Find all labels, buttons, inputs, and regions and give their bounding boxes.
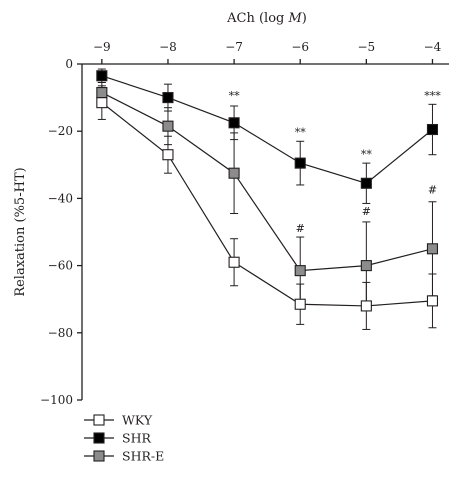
legend-wky-label: WKY [122, 413, 153, 428]
shr-marker [96, 70, 108, 82]
significance-annotations: *********### [229, 89, 442, 235]
shr-marker [426, 123, 439, 136]
series-markers [96, 70, 439, 312]
shr-e-marker [162, 120, 174, 132]
shr-marker [228, 117, 240, 129]
shr-e-marker [294, 265, 306, 277]
legend-shr-e-label: SHR-E [122, 449, 164, 464]
shr-e-marker [96, 87, 108, 99]
y-axis-title: Relaxation (%5-HT) [13, 167, 28, 296]
axes: −9 −8 −7 −6 −5 −40−20−40−60−80−100 [40, 40, 449, 407]
shr-e-marker [426, 243, 439, 255]
x-tick-label: −4 [424, 40, 442, 54]
wky-marker [294, 298, 306, 310]
significance-mark: # [428, 183, 437, 196]
shr-e-marker [360, 260, 372, 272]
significance-mark: *** [424, 89, 441, 102]
x-tick-label: −7 [225, 40, 243, 54]
significance-mark: ** [295, 126, 307, 139]
y-tick-label: −100 [40, 393, 73, 407]
error-bars [97, 68, 437, 330]
legend-shr-label: SHR [122, 431, 151, 446]
x-tick-label: −9 [93, 40, 111, 54]
y-tick-label: −20 [48, 124, 73, 138]
x-tick-label: −5 [357, 40, 375, 54]
y-tick-label: −80 [48, 326, 73, 340]
wky-line [101, 102, 433, 307]
shr-marker [294, 157, 306, 169]
significance-mark: # [362, 205, 371, 218]
x-tick-label: −8 [159, 40, 177, 54]
significance-mark: # [296, 222, 305, 235]
x-tick-label: −6 [291, 40, 309, 54]
legend-shr-marker [93, 432, 105, 444]
shr-marker [162, 92, 174, 104]
wky-marker [162, 149, 174, 161]
series-lines [101, 75, 433, 307]
legend-wky-marker [93, 414, 105, 426]
y-tick-label: −40 [48, 191, 73, 205]
significance-mark: ** [229, 89, 241, 102]
shr-line [101, 75, 433, 184]
significance-mark: ** [361, 148, 373, 161]
shr-e-marker [228, 167, 240, 179]
wky-marker [96, 97, 108, 109]
legend: WKY SHR SHR-E [84, 413, 164, 464]
wky-marker [426, 295, 439, 307]
wky-marker [360, 300, 372, 312]
x-axis-title: ACh (log M) [226, 11, 307, 26]
shr-marker [360, 177, 372, 189]
wky-marker [228, 256, 240, 268]
y-tick-label: −60 [48, 259, 73, 273]
y-tick-label: 0 [65, 57, 73, 71]
shr-e-line [101, 92, 433, 272]
legend-shr-e-marker [93, 450, 105, 462]
